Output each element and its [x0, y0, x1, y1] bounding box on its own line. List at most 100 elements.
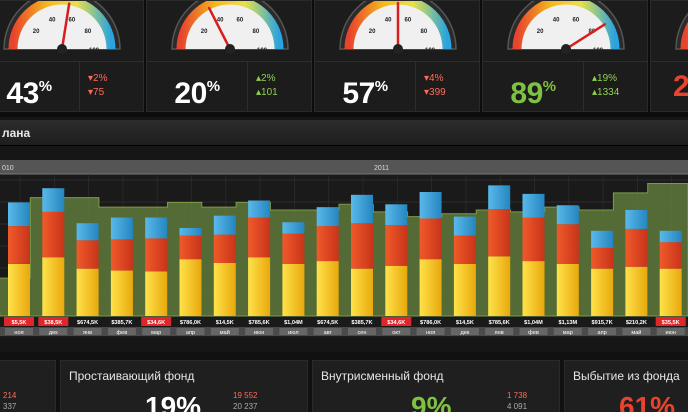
month-label: май [631, 329, 641, 336]
value-label: $385,7K [351, 320, 372, 326]
bar-segment [42, 188, 65, 212]
kpi-delta-abs-2: ▴101 [256, 87, 278, 98]
bottom-title-4: Выбытие из фонда [573, 369, 680, 383]
value-label: $35,5K [662, 320, 680, 326]
bar-segment [488, 209, 511, 257]
month-label: янв [495, 330, 504, 336]
bar-segment [282, 222, 305, 234]
gauge-needle [564, 23, 607, 51]
value-label-bg [175, 317, 206, 326]
bar-segment [419, 191, 442, 219]
bottom-row: 214 337 Простаивающий фонд 19% 19 552 20… [0, 352, 688, 412]
bottom-tile-4[interactable]: Выбытие из фонда 61% [564, 360, 688, 412]
chart-title: лана [0, 120, 688, 146]
kpi-delta-pct-2: ▴2% [256, 73, 276, 84]
gauge-tick-label: 100 [593, 48, 604, 54]
value-label: $786,0K [420, 320, 441, 326]
bar-segment [76, 240, 99, 269]
value-label-bg [244, 317, 275, 326]
gauge-needle [60, 2, 71, 51]
month-label: дек [49, 330, 58, 336]
bar-segment [248, 200, 271, 218]
kpi-value-3: 57% [315, 61, 415, 111]
bottom-title-2: Простаивающий фонд [69, 369, 195, 383]
bottom-title-3: Внутрисменный фонд [321, 369, 444, 383]
month-label: авг [324, 330, 332, 336]
value-label-bg [4, 317, 34, 326]
bar-segment [42, 257, 65, 316]
value-label: $674,5K [317, 320, 338, 326]
month-label: ноя [14, 330, 23, 336]
value-label-bg [209, 317, 240, 326]
value-label: $1,04M [284, 320, 303, 326]
kpi-value-4: 89% [483, 61, 583, 111]
month-label-bg [416, 328, 445, 335]
value-label-bg [655, 317, 686, 326]
bar-segment [385, 225, 408, 266]
gauge-tick-label: 40 [385, 18, 392, 24]
bar-segment [213, 215, 236, 235]
gauge-tick-label: 80 [253, 29, 260, 35]
bar-segment [522, 217, 545, 262]
bar-segment [316, 207, 339, 227]
bar-segment [316, 226, 339, 262]
kpi-delta-pct-1: ▾2% [88, 73, 108, 84]
bar-segment [248, 257, 271, 316]
value-label-bg [415, 317, 446, 326]
bottom-tile-1[interactable]: 214 337 [0, 360, 56, 412]
gauge-tick-label: 100 [257, 48, 268, 54]
month-label-bg [107, 328, 136, 335]
month-label-bg [450, 328, 479, 335]
month-label-bg [73, 328, 102, 335]
gauge-tick-label: 20 [33, 29, 40, 35]
gauge-tick-label: 40 [553, 18, 560, 24]
bar-segment [625, 228, 648, 267]
bottom-tile-2[interactable]: Простаивающий фонд 19% 19 552 20 237 [60, 360, 308, 412]
gauge-tick-label: 60 [573, 18, 580, 24]
bar-segment [659, 242, 682, 269]
month-label: янв [83, 330, 92, 336]
month-label: июн [665, 330, 675, 336]
value-label: $14,5K [456, 320, 474, 326]
bar-segment [556, 205, 579, 225]
kpi-delta-abs-3: ▾399 [424, 87, 446, 98]
bar-segment [556, 263, 579, 316]
bar-segment [42, 211, 65, 258]
gauge-3: 20 40 60 80 100 [339, 1, 457, 54]
value-label-bg [106, 317, 137, 326]
value-label-bg [518, 317, 549, 326]
value-label: $1,04M [524, 320, 543, 326]
plan-area [0, 182, 688, 317]
bar-segment [248, 217, 271, 258]
gauge-tick-label: 20 [369, 29, 376, 35]
kpi-deltas-4: ▴19% ▴1334 [583, 61, 647, 111]
kpi-delta-pct-3: ▾4% [424, 73, 444, 84]
bar-segment [385, 265, 408, 316]
bottom-num2-2: 20 237 [233, 402, 258, 411]
bar-segment [213, 234, 236, 263]
kpi-tile-1[interactable]: 20 40 60 80 100 43% ▾2% ▾75 [0, 0, 144, 112]
value-label-bg [278, 317, 309, 326]
kpi-tile-2[interactable]: 20 40 60 80 100 20% ▴2% ▴101 [146, 0, 312, 112]
bar-segment [110, 270, 133, 316]
gauge-tick-label: 40 [217, 18, 224, 24]
month-label-bg [313, 328, 342, 335]
kpi-delta-abs-1: ▾75 [88, 87, 105, 98]
bar-segment [591, 247, 614, 269]
kpi-tile-3[interactable]: 20 40 60 80 100 57% ▾4% ▾399 [314, 0, 480, 112]
month-label: мар [151, 330, 161, 336]
month-label-bg [348, 328, 376, 335]
gauge-hub [393, 44, 403, 54]
gauge-tick-label: 60 [69, 18, 76, 24]
month-label: окт [392, 330, 401, 336]
kpi-delta-abs-4: ▴1334 [592, 87, 620, 98]
bottom-tile-3[interactable]: Внутрисменный фонд 9% 1 738 4 091 [312, 360, 560, 412]
gauge-tick-label: 60 [405, 18, 412, 24]
kpi-value-1: 43% [0, 61, 79, 111]
dashboard: 20 40 60 80 100 43% ▾2% ▾75 20 40 60 80 100 20% … [0, 0, 688, 412]
month-label: сен [358, 330, 367, 336]
